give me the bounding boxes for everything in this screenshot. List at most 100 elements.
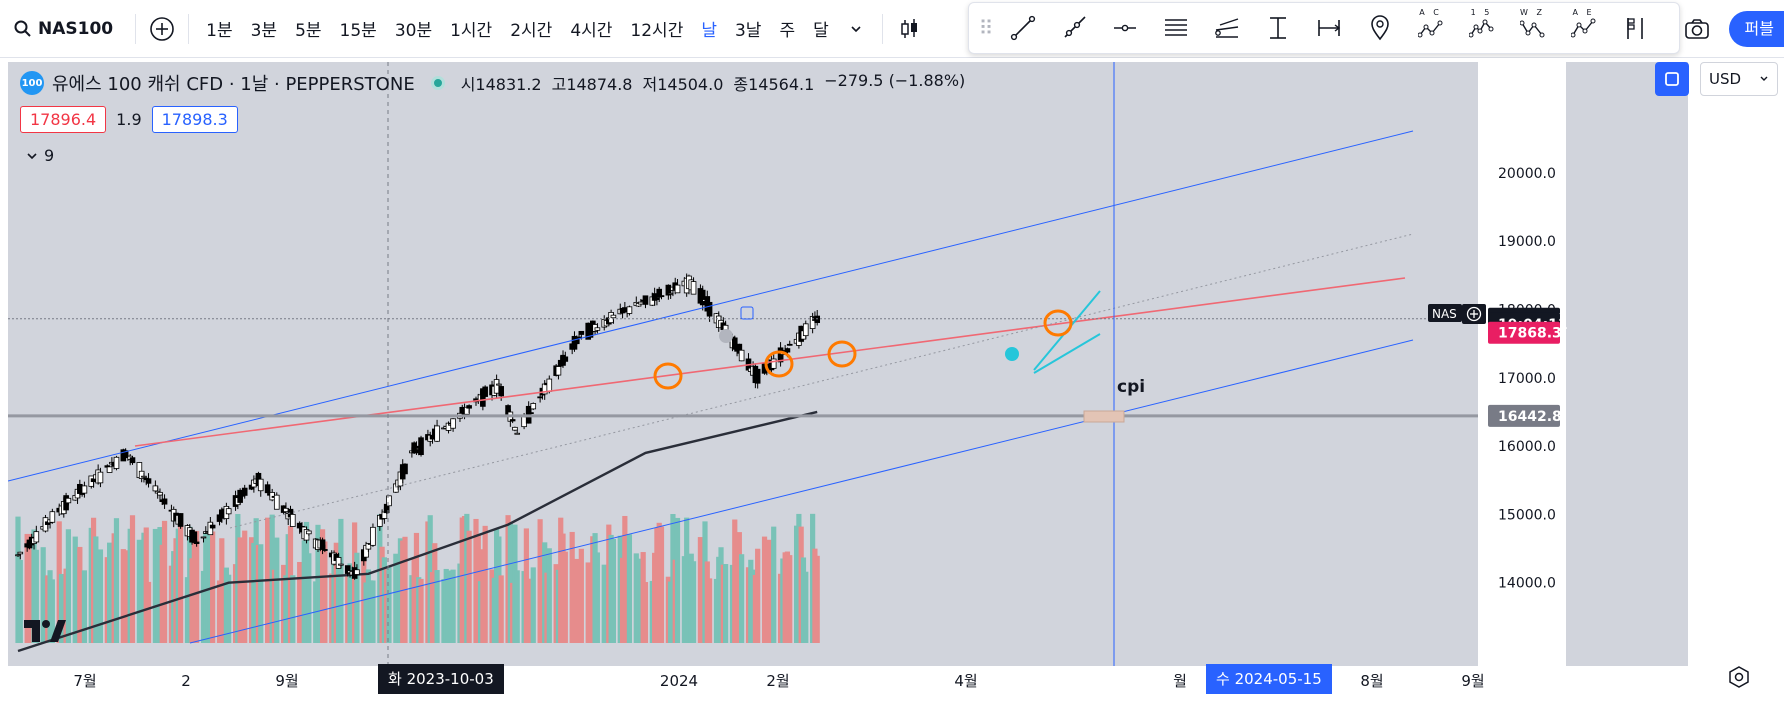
interval-0[interactable]: 1분 — [206, 21, 233, 41]
gear-icon[interactable] — [1728, 666, 1750, 688]
anchor-tool[interactable] — [1354, 6, 1405, 50]
horizontal-ray-tool[interactable] — [1099, 6, 1150, 50]
interval-8[interactable]: 12시간 — [630, 21, 684, 41]
plus-circle-icon — [1466, 306, 1482, 322]
alert-marker-icon — [1005, 347, 1019, 361]
interval-4[interactable]: 30분 — [394, 21, 433, 41]
interval-2[interactable]: 5분 — [295, 21, 322, 41]
candle-body — [578, 330, 585, 335]
candle-body — [402, 463, 408, 475]
volume-bar — [739, 554, 745, 643]
elliott-wave-tool-letters: 1 5 — [1470, 8, 1493, 17]
interval-12[interactable]: 달 — [813, 21, 829, 41]
flag-tool[interactable] — [1609, 6, 1660, 50]
ray-tool[interactable] — [1048, 6, 1099, 50]
market-status-icon[interactable] — [430, 76, 445, 90]
price-label-bg-2 — [1488, 321, 1560, 344]
tradingview-logo[interactable] — [22, 618, 66, 644]
candle-body — [690, 281, 697, 295]
candle-body — [289, 514, 296, 527]
candle-body — [322, 549, 328, 551]
price-range-tool[interactable] — [1252, 6, 1303, 50]
time-tick-label: 8월 — [1360, 672, 1383, 690]
volume-bar — [418, 578, 424, 643]
sync-button[interactable] — [1655, 62, 1689, 96]
interval-9[interactable]: 날 — [701, 21, 717, 41]
candle-body — [200, 536, 207, 539]
moving-average-line — [17, 410, 818, 653]
candle-body — [319, 539, 326, 550]
candle-body — [498, 386, 504, 397]
cpi-box — [1083, 410, 1125, 423]
publish-button[interactable]: 퍼블 — [1728, 11, 1784, 47]
candle-body — [241, 487, 248, 496]
date-range-tool[interactable] — [1303, 6, 1354, 50]
volume-bar — [610, 539, 616, 643]
candle-body — [344, 565, 351, 574]
drag-handle-icon[interactable]: ⠿ — [978, 16, 994, 40]
candle-body — [191, 531, 198, 543]
cursor-date-label-right: 수 2024-05-15 — [1206, 664, 1332, 694]
time-tick-label: 2024 — [660, 672, 698, 690]
interval-11[interactable]: 주 — [779, 21, 796, 41]
candle-body — [562, 356, 569, 362]
abcd-pattern-tool[interactable]: A C — [1405, 6, 1456, 50]
volume-bar — [498, 575, 504, 643]
price-axis-bg[interactable] — [1478, 62, 1566, 666]
screenshot-button[interactable] — [1679, 11, 1715, 47]
buy-price-button[interactable]: 17898.3 — [151, 106, 238, 133]
volume-bar — [17, 559, 23, 643]
candle-body — [177, 513, 184, 527]
chart-canvas[interactable]: cpi20000.019000.018000.017000.016000.015… — [0, 58, 1784, 717]
interval-7[interactable]: 4시간 — [570, 21, 613, 41]
parallel-channel-tool[interactable] — [1150, 6, 1201, 50]
candle-body — [209, 524, 216, 529]
channel-lower-line — [189, 339, 1414, 644]
highlight-circle-2 — [827, 340, 857, 368]
elliott-wave-tool[interactable]: 1 5 — [1456, 6, 1507, 50]
time-tick-label: 2월 — [766, 672, 789, 690]
candle-body — [113, 456, 120, 469]
volume-bar — [242, 530, 248, 643]
interval-1[interactable]: 3분 — [250, 21, 278, 41]
candle-body — [738, 349, 745, 362]
horizontal-ray-icon — [1113, 24, 1136, 32]
correction-wave-tool-letters: A E — [1572, 8, 1595, 17]
parallel-channel-icon — [1164, 19, 1187, 36]
volume-bar — [145, 581, 152, 643]
candle-body — [658, 295, 665, 298]
candle-body — [626, 306, 633, 314]
volume-bar — [658, 526, 665, 643]
interval-5[interactable]: 1시간 — [450, 21, 493, 41]
volume-bar — [684, 517, 690, 643]
interval-6[interactable]: 2시간 — [510, 21, 553, 41]
symbol-title[interactable]: 유에스 100 캐쉬 CFD · 1날 · PEPPERSTONE — [52, 74, 415, 95]
symbol-search[interactable]: NAS100 — [0, 0, 127, 58]
correction-wave-icon — [1570, 18, 1595, 38]
fib-retracement-tool[interactable] — [1201, 6, 1252, 50]
interval-dropdown-button[interactable] — [838, 11, 874, 47]
abcd-pattern-tool-letters: A C — [1419, 8, 1442, 17]
volume-bar — [514, 570, 520, 643]
candle-body — [656, 288, 662, 298]
chevron-down-icon — [1760, 76, 1768, 81]
currency-select[interactable]: USD — [1700, 62, 1778, 96]
sell-price-button[interactable]: 17896.4 — [20, 106, 107, 133]
compare-symbol-button[interactable] — [144, 11, 180, 47]
indicators-toggle[interactable]: 9 — [26, 146, 54, 165]
trend-line-tool[interactable] — [997, 6, 1048, 50]
interval-10[interactable]: 3날 — [734, 21, 762, 41]
candle-body — [306, 530, 312, 535]
time-tick-label: 월 — [1173, 672, 1187, 690]
wxyz-pattern-tool[interactable]: W Z — [1507, 6, 1558, 50]
candle-body — [17, 551, 24, 555]
volume-bar — [161, 520, 168, 643]
candle-body — [193, 541, 200, 545]
correction-wave-tool[interactable]: A E — [1558, 6, 1609, 50]
candle-body — [418, 437, 424, 456]
interval-3[interactable]: 15분 — [339, 21, 377, 41]
volume-bar — [33, 549, 39, 643]
chart-type-button[interactable] — [891, 11, 927, 47]
candle-body — [814, 315, 821, 323]
volume-bar — [771, 526, 777, 643]
